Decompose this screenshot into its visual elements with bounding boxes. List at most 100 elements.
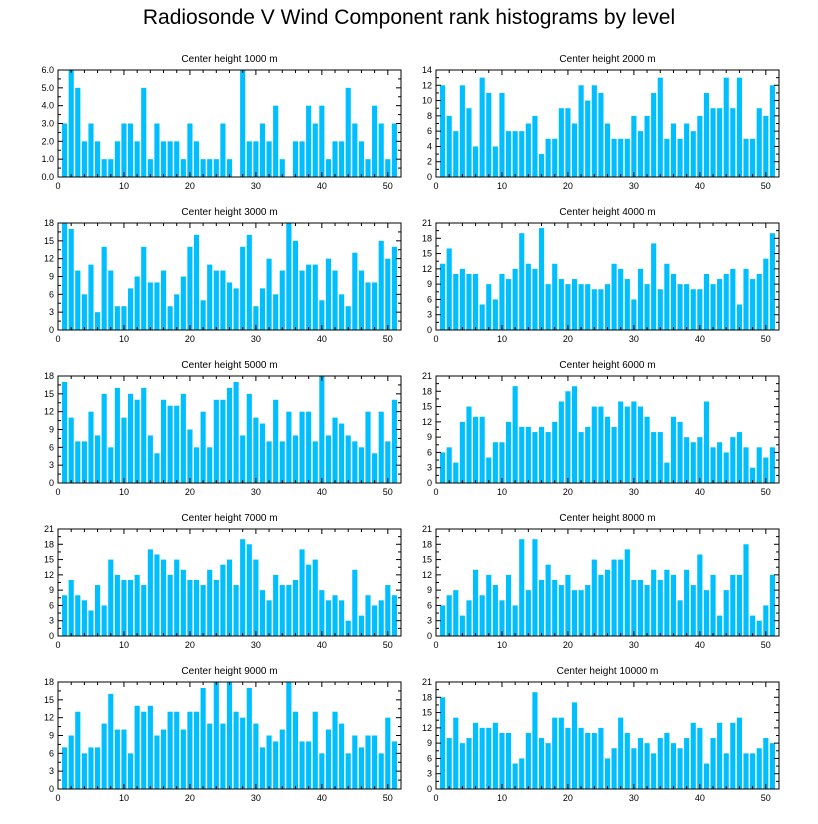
y-tick-label: 15 — [422, 555, 432, 565]
histogram-bar — [147, 159, 153, 177]
y-tick-label: 0 — [427, 478, 432, 488]
y-tick-label: 0 — [427, 172, 432, 182]
histogram-bar — [299, 270, 305, 330]
histogram-bar — [505, 131, 512, 177]
histogram-bar — [114, 306, 120, 330]
histogram-bar — [664, 263, 670, 330]
histogram-bar — [446, 115, 452, 177]
histogram-bar — [492, 299, 498, 330]
y-tick-label: 4.0 — [41, 101, 54, 111]
histogram-bar — [75, 595, 81, 636]
histogram-bar — [174, 711, 180, 789]
y-tick-label: 12 — [422, 723, 432, 733]
x-tick-label: 50 — [761, 181, 771, 191]
x-tick-label: 40 — [317, 487, 327, 497]
x-tick-label: 0 — [55, 334, 60, 344]
histogram-bar — [637, 738, 644, 789]
histogram-bar — [723, 753, 729, 789]
histogram-bar — [365, 411, 371, 483]
x-tick-label: 30 — [251, 487, 261, 497]
x-tick-label: 0 — [433, 181, 438, 191]
histogram-bar — [180, 393, 186, 483]
histogram-bar — [459, 268, 465, 330]
histogram-bar — [446, 447, 452, 483]
histogram-bar — [240, 70, 246, 177]
x-tick-label: 40 — [695, 181, 705, 191]
histogram-bar — [75, 441, 81, 483]
y-tick-label: 3 — [49, 460, 54, 470]
histogram-bar — [365, 159, 371, 177]
histogram-bar — [453, 131, 459, 177]
histogram-bar — [358, 270, 364, 330]
histogram-bar — [134, 399, 140, 483]
histogram-bar — [505, 421, 512, 483]
histogram-bar — [345, 435, 351, 483]
histogram-bar — [473, 416, 479, 483]
y-tick-label: 3 — [49, 616, 54, 626]
histogram-bar — [571, 702, 578, 789]
x-tick-label: 0 — [55, 181, 60, 191]
y-tick-label: 10 — [422, 96, 432, 106]
y-tick-label: 6 — [427, 126, 432, 136]
y-tick-label: 12 — [44, 407, 54, 417]
histogram-bar — [585, 284, 591, 330]
histogram-bar — [167, 574, 173, 636]
histogram-bar — [68, 70, 74, 177]
main-title: Radiosonde V Wind Component rank histogr… — [142, 6, 676, 29]
histogram-bar — [519, 539, 525, 636]
histogram-bar — [624, 279, 630, 330]
histogram-bar — [473, 569, 479, 636]
histogram-bar — [207, 447, 213, 483]
histogram-bar — [226, 387, 233, 483]
x-tick-label: 50 — [761, 334, 771, 344]
x-tick-label: 0 — [55, 640, 60, 650]
histogram-bar — [703, 401, 710, 483]
histogram-bar — [644, 416, 650, 483]
histogram-bar — [213, 159, 219, 177]
histogram-bar — [479, 595, 485, 636]
histogram-bar — [352, 735, 358, 789]
histogram-bar — [717, 279, 723, 330]
histogram-bar — [121, 579, 127, 636]
y-tick-label: 6 — [49, 289, 54, 299]
histogram-bar — [571, 279, 578, 330]
histogram-bar — [312, 264, 318, 330]
histogram-bar — [266, 735, 272, 789]
x-tick-label: 0 — [433, 334, 438, 344]
histogram-bar — [525, 426, 531, 483]
histogram-bar — [664, 569, 670, 636]
x-tick-label: 10 — [497, 487, 507, 497]
histogram-bar — [730, 437, 736, 483]
histogram-bar — [279, 585, 285, 636]
histogram-bar — [545, 138, 551, 177]
histogram-bar — [618, 268, 624, 330]
histogram-bar — [358, 141, 364, 177]
histogram-bar — [160, 559, 167, 636]
histogram-bar — [345, 753, 351, 789]
y-tick-label: 18 — [422, 539, 432, 549]
x-tick-label: 50 — [383, 793, 393, 803]
histogram-bar — [631, 748, 637, 789]
histogram-bar — [637, 268, 644, 330]
histogram-bar — [121, 123, 127, 177]
histogram-bar — [68, 228, 74, 330]
histogram-bar — [552, 717, 558, 789]
histogram-bar — [233, 288, 239, 330]
histogram-bar — [591, 732, 597, 789]
histogram-bar — [299, 411, 305, 483]
histogram-bar — [637, 579, 644, 636]
histogram-bar — [68, 579, 74, 636]
histogram-bar — [385, 441, 391, 483]
histogram-bar — [499, 273, 505, 330]
y-tick-label: 18 — [44, 218, 54, 228]
histogram-bar — [160, 141, 167, 177]
histogram-bar — [604, 123, 611, 177]
histogram-bar — [670, 416, 677, 483]
y-tick-label: 15 — [422, 708, 432, 718]
histogram-bar — [141, 387, 147, 483]
histogram-bar — [88, 747, 94, 789]
histogram-bar — [286, 682, 292, 789]
histogram-bar — [81, 441, 87, 483]
histogram-bar — [736, 432, 742, 483]
histogram-bar — [769, 85, 775, 177]
